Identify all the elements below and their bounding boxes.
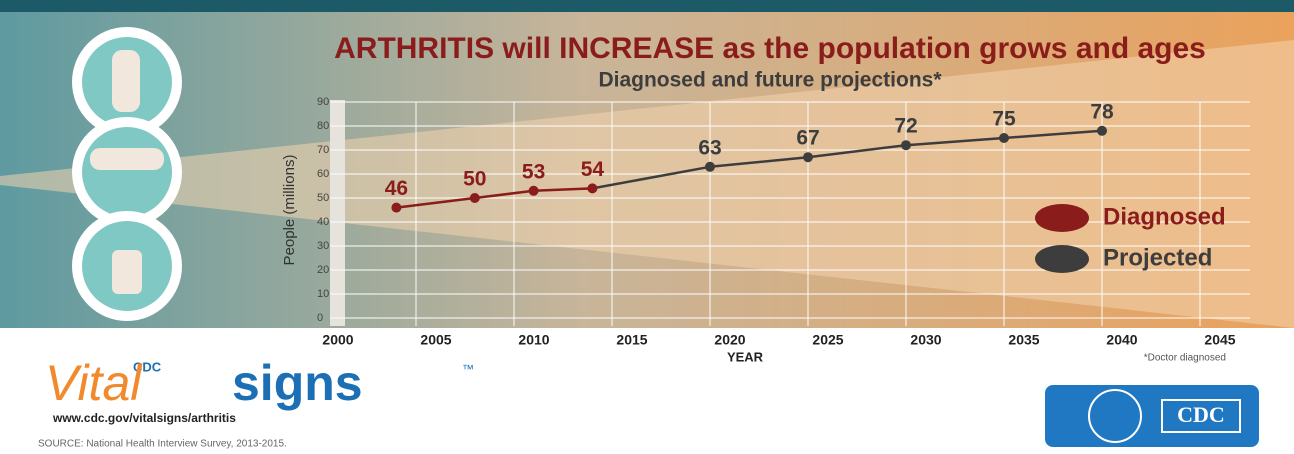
x-tick-label: 2035 bbox=[1008, 332, 1039, 348]
data-label: 53 bbox=[522, 160, 545, 183]
point bbox=[528, 185, 539, 196]
icons bbox=[72, 27, 182, 321]
footnote: *Doctor diagnosed bbox=[1144, 353, 1226, 364]
beam bbox=[0, 40, 1294, 328]
legend-label: Projected bbox=[1103, 244, 1212, 271]
logo-tm: ™ bbox=[462, 362, 474, 376]
vitalsigns-logo: CDC Vital signs ™ www.cdc.gov/vitalsigns… bbox=[38, 355, 474, 449]
cdc-logo: CDC bbox=[1045, 385, 1259, 447]
hhs-seal bbox=[1088, 389, 1142, 443]
cdc-logo-text: CDC bbox=[1177, 402, 1225, 427]
point bbox=[469, 193, 480, 203]
icon-hip-inner bbox=[82, 127, 172, 217]
y-tick-label: 0 bbox=[317, 312, 323, 324]
legend: Diagnosed Projected bbox=[1035, 203, 1226, 273]
chart-subtitle: Diagnosed and future projections* bbox=[598, 69, 942, 92]
hip-bone bbox=[90, 148, 164, 170]
data-label: 72 bbox=[894, 115, 917, 138]
x-tick-label: 2000 bbox=[322, 332, 353, 348]
url: www.cdc.gov/vitalsigns/arthritis bbox=[52, 411, 236, 425]
top-bar bbox=[0, 0, 1294, 12]
series-line bbox=[396, 187, 593, 209]
y-tick-label: 10 bbox=[317, 288, 329, 300]
y-axis-label: People (millions) bbox=[281, 155, 298, 266]
point bbox=[803, 152, 813, 163]
x-tick-label: 2005 bbox=[420, 332, 451, 348]
data-label: 46 bbox=[385, 177, 408, 200]
legend-label: Diagnosed bbox=[1103, 203, 1226, 230]
y-tick-label: 70 bbox=[317, 144, 329, 156]
data-label: 50 bbox=[463, 168, 486, 191]
y-tick-label: 20 bbox=[317, 264, 329, 276]
x-tick-label: 2025 bbox=[812, 332, 843, 348]
data-label: 75 bbox=[992, 108, 1016, 131]
y-tick-label: 90 bbox=[317, 96, 329, 108]
legend-swatch bbox=[1035, 204, 1089, 232]
y-tick-label: 80 bbox=[317, 120, 329, 132]
data-label: 63 bbox=[698, 136, 721, 159]
point bbox=[705, 161, 715, 172]
data-label: 78 bbox=[1090, 100, 1114, 123]
x-tick-label: 2020 bbox=[714, 332, 745, 348]
hand-bone bbox=[112, 250, 142, 294]
x-tick-label: 2015 bbox=[616, 332, 647, 348]
data-label: 54 bbox=[581, 158, 605, 181]
cdc-logo-bg bbox=[1045, 385, 1259, 447]
data-label: 67 bbox=[796, 127, 819, 150]
source: SOURCE: National Health Interview Survey… bbox=[38, 439, 287, 450]
y-tick-label: 60 bbox=[317, 168, 329, 180]
logo-signs: signs bbox=[232, 355, 363, 411]
y-tick-label: 50 bbox=[317, 192, 329, 204]
point bbox=[999, 133, 1009, 143]
legend-swatch bbox=[1035, 245, 1089, 273]
y-tick-label: 40 bbox=[317, 216, 329, 228]
point bbox=[391, 202, 402, 213]
chart-title: ARTHRITIS will INCREASE as the populatio… bbox=[334, 32, 1206, 65]
x-tick-label: 2030 bbox=[910, 332, 941, 348]
x-tick-label: 2010 bbox=[518, 332, 549, 348]
axis-strip bbox=[330, 100, 345, 326]
y-tick-label: 30 bbox=[317, 240, 329, 252]
x-axis-label: YEAR bbox=[727, 349, 764, 364]
point bbox=[1097, 125, 1107, 136]
cdc-box bbox=[1161, 399, 1241, 433]
x-tick-label: 2040 bbox=[1106, 332, 1137, 348]
cdc-small: CDC bbox=[133, 359, 162, 374]
point bbox=[587, 183, 598, 194]
knee-bone bbox=[112, 50, 140, 112]
point bbox=[901, 140, 911, 151]
connector bbox=[592, 165, 711, 190]
x-tick-label: 2045 bbox=[1204, 332, 1235, 348]
logo-vital: Vital bbox=[45, 355, 143, 411]
